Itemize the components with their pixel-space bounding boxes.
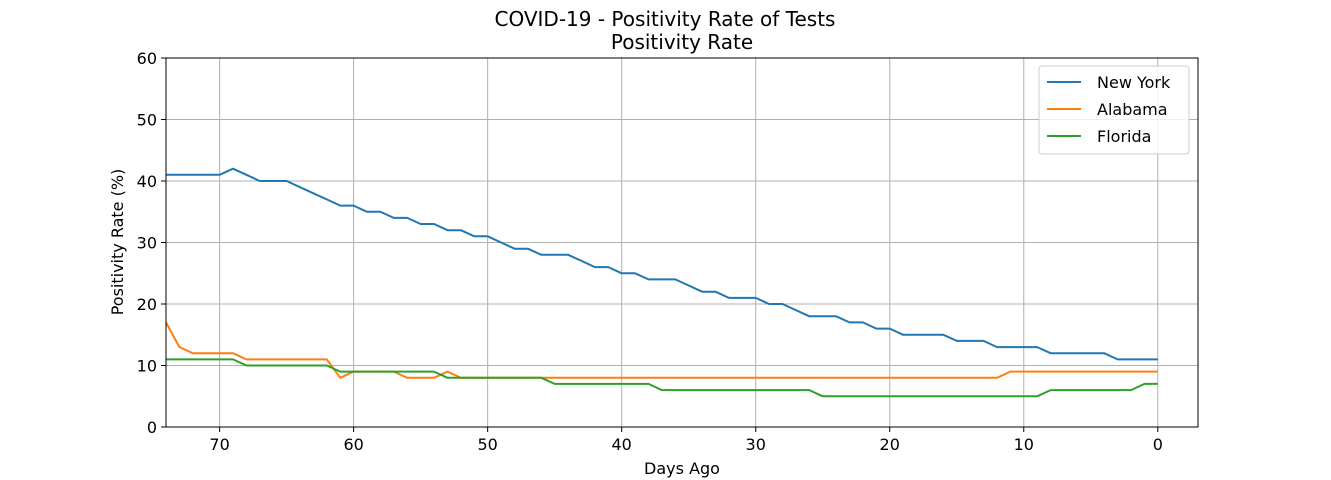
y-tick-label: 0 [147, 418, 157, 437]
x-tick-label: 0 [1153, 435, 1163, 454]
x-tick-label: 70 [209, 435, 229, 454]
series-lines [165, 167, 1158, 398]
x-tick-label: 40 [612, 435, 632, 454]
y-tick-label: 30 [137, 234, 157, 253]
x-tick-label: 60 [343, 435, 363, 454]
chart-title: COVID-19 - Positivity Rate of Tests [495, 7, 836, 31]
chart-subtitle: Positivity Rate [611, 30, 753, 54]
x-tick-label: 10 [1014, 435, 1034, 454]
y-tick-label: 50 [137, 111, 157, 130]
x-tick-label: 20 [880, 435, 900, 454]
y-axis-ticks: 0 10 20 30 40 50 60 [137, 49, 166, 437]
legend-box [1038, 65, 1190, 155]
legend-label-alabama: Alabama [1097, 100, 1168, 119]
series-line-florida [166, 358, 1158, 398]
series-line-alabama [165, 321, 1158, 379]
series-line-new-york [166, 167, 1158, 361]
x-axis-label: Days Ago [644, 459, 720, 478]
y-tick-label: 40 [137, 172, 157, 191]
x-tick-label: 30 [746, 435, 766, 454]
y-tick-label: 20 [137, 295, 157, 314]
y-tick-label: 60 [137, 49, 157, 68]
y-axis-label: Positivity Rate (%) [108, 169, 127, 316]
legend: New York Alabama Florida [1038, 65, 1190, 155]
x-tick-label: 50 [477, 435, 497, 454]
y-tick-label: 10 [137, 357, 157, 376]
x-axis-ticks: 70 60 50 40 30 20 10 0 [209, 427, 1163, 454]
legend-label-florida: Florida [1097, 127, 1151, 146]
legend-label-new-york: New York [1097, 73, 1171, 92]
